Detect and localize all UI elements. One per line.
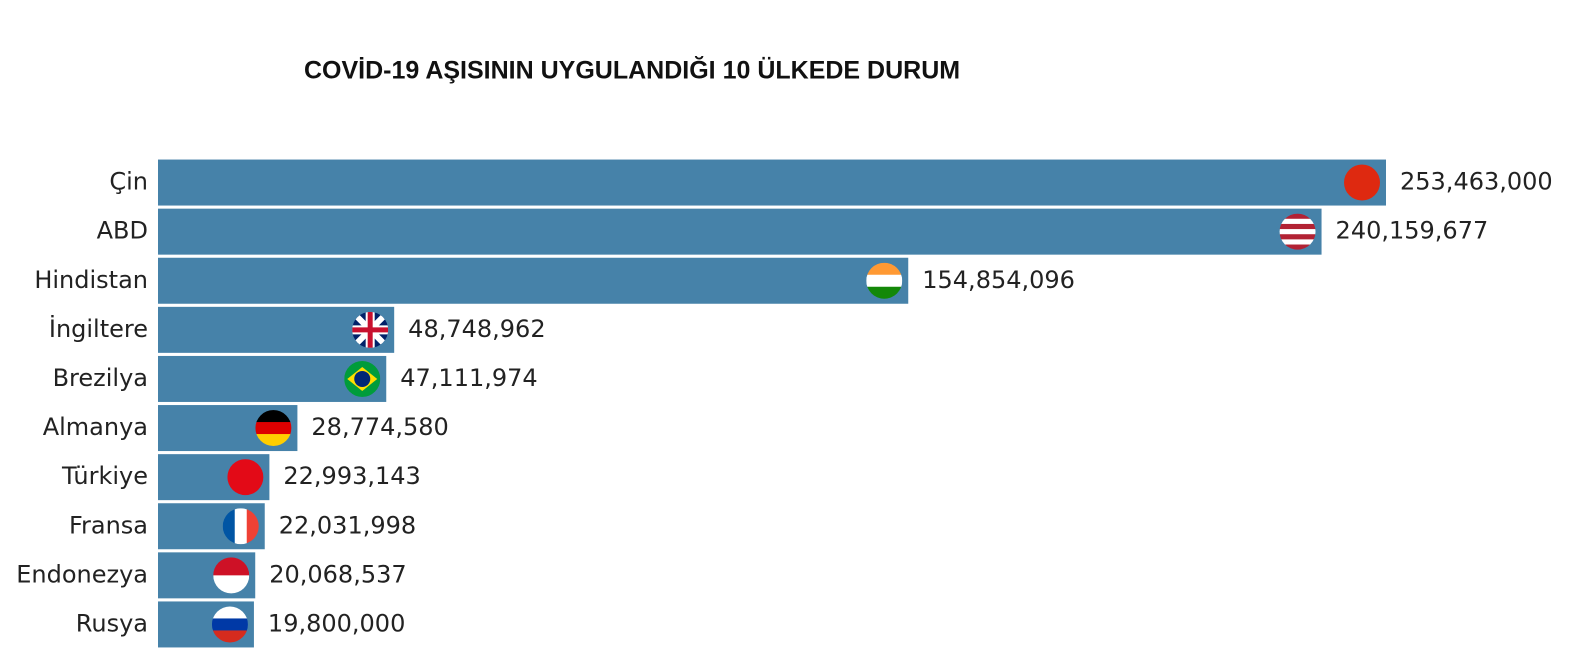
flag [866, 262, 903, 299]
flag-stripe [213, 557, 250, 576]
flag [227, 459, 264, 496]
flag-stripe [211, 606, 248, 619]
category-label: ABD [97, 217, 148, 245]
category-label: Türkiye [61, 462, 148, 490]
value-label: 48,748,962 [408, 315, 545, 343]
value-label: 22,993,143 [283, 462, 420, 490]
category-label: Almanya [43, 413, 148, 441]
flag-stripe [1279, 229, 1316, 235]
flag [255, 410, 292, 447]
value-label: 47,111,974 [400, 364, 537, 392]
category-label: İngiltere [49, 314, 148, 343]
flag-stripe [234, 508, 248, 545]
bar [158, 257, 909, 304]
value-label: 154,854,096 [922, 266, 1075, 294]
bar [158, 159, 1386, 206]
bar [158, 208, 1322, 255]
flag-cross [352, 311, 389, 348]
flag-stripe [1279, 213, 1316, 220]
flag [222, 508, 259, 545]
flag-stripe [1279, 244, 1316, 250]
flag [1279, 213, 1316, 250]
chart-title: COVİD-19 AŞISININ UYGULANDIĞI 10 ÜLKEDE … [304, 56, 960, 85]
flag-stripe [1279, 218, 1316, 225]
category-label: Fransa [69, 511, 148, 539]
value-label: 253,463,000 [1400, 168, 1553, 196]
value-label: 19,800,000 [268, 609, 405, 637]
flag [1344, 164, 1380, 201]
flag-stripe [222, 508, 236, 545]
flag-stripe [211, 630, 248, 643]
flag-stripe [213, 575, 250, 594]
flag [211, 606, 248, 643]
category-label: Endonezya [16, 560, 148, 588]
flag-stripe [255, 434, 292, 447]
flag [352, 311, 389, 348]
flag [213, 557, 250, 594]
flag-stripe [1279, 239, 1316, 246]
flag-stripe [255, 422, 292, 435]
flag-stripe [255, 410, 292, 423]
value-label: 20,068,537 [269, 560, 406, 588]
category-label: Brezilya [53, 364, 148, 392]
flag-stripe [1344, 164, 1380, 201]
value-label: 28,774,580 [311, 413, 448, 441]
flag-stripe [1279, 223, 1316, 230]
flag-stripe [227, 459, 264, 496]
flag-stripe [866, 286, 903, 299]
value-label: 22,031,998 [279, 511, 416, 539]
flag-stripe [866, 274, 903, 288]
value-label: 240,159,677 [1336, 217, 1489, 245]
flag [344, 360, 381, 397]
flag-stripe [1279, 234, 1316, 240]
category-label: Çin [109, 168, 148, 196]
flag-stripe [246, 508, 259, 545]
flag-globe [354, 370, 371, 387]
flag-stripe [866, 262, 903, 276]
category-label: Hindistan [34, 266, 148, 294]
flag-stripe [211, 618, 248, 631]
category-label: Rusya [76, 609, 148, 637]
